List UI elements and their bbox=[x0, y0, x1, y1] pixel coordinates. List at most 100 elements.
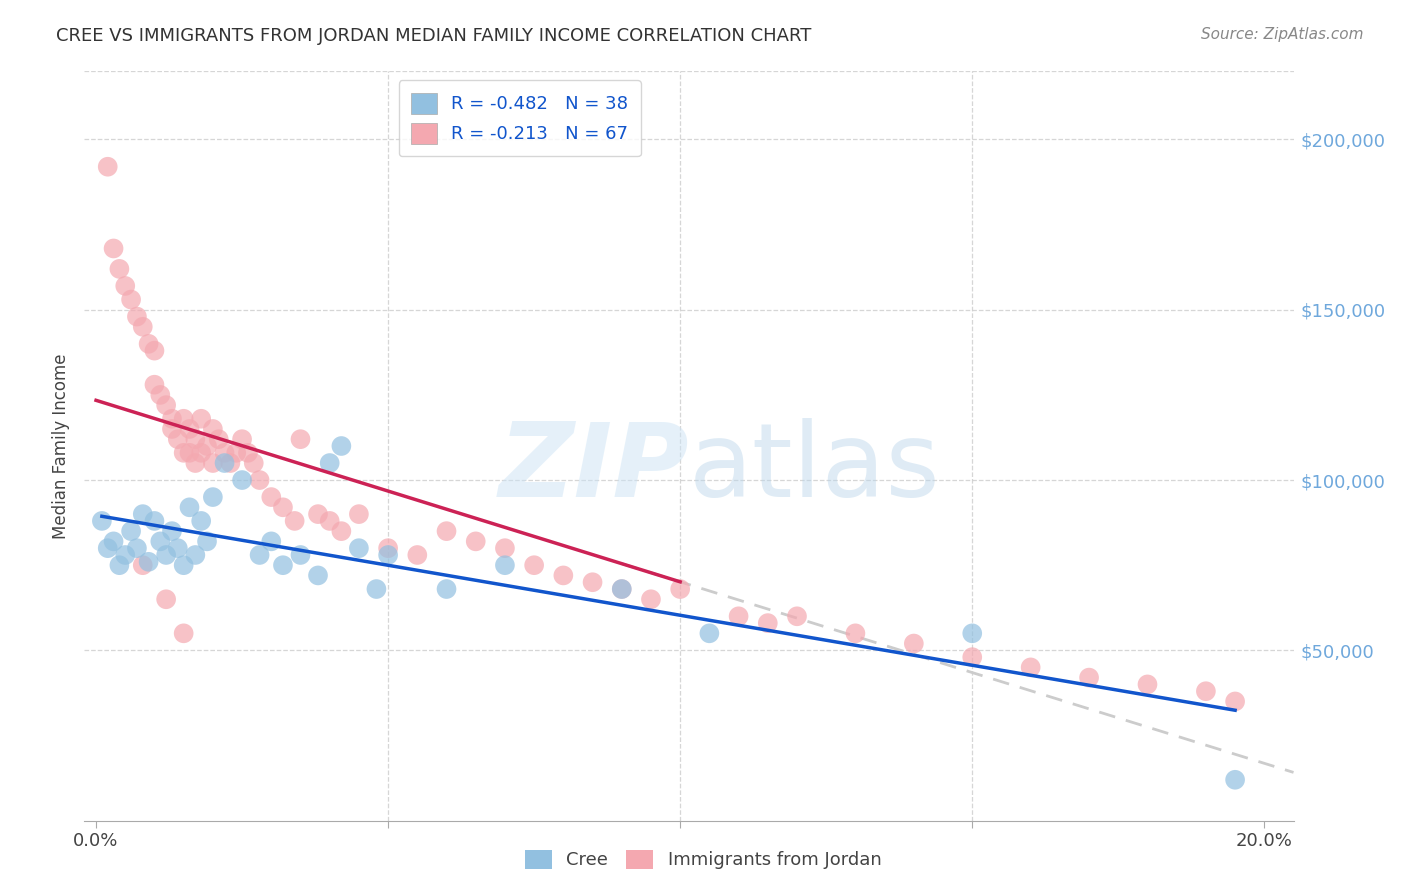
Legend: Cree, Immigrants from Jordan: Cree, Immigrants from Jordan bbox=[516, 840, 890, 879]
Point bbox=[190, 446, 212, 460]
Point bbox=[108, 558, 131, 573]
Point bbox=[330, 439, 353, 453]
Point bbox=[214, 446, 236, 460]
Text: CREE VS IMMIGRANTS FROM JORDAN MEDIAN FAMILY INCOME CORRELATION CHART: CREE VS IMMIGRANTS FROM JORDAN MEDIAN FA… bbox=[56, 27, 811, 45]
Point bbox=[290, 548, 312, 562]
Point bbox=[120, 293, 142, 307]
Point bbox=[249, 473, 271, 487]
Point bbox=[347, 541, 370, 556]
Point bbox=[1195, 684, 1218, 698]
Point bbox=[149, 388, 172, 402]
Point bbox=[1136, 677, 1159, 691]
Point bbox=[166, 541, 188, 556]
Point bbox=[377, 541, 399, 556]
Point bbox=[201, 490, 224, 504]
Point bbox=[179, 500, 201, 515]
Point bbox=[160, 411, 183, 425]
Point bbox=[132, 507, 155, 521]
Point bbox=[1223, 694, 1246, 708]
Point bbox=[1019, 660, 1042, 674]
Point bbox=[208, 432, 231, 446]
Point bbox=[366, 582, 388, 596]
Point bbox=[143, 514, 166, 528]
Point bbox=[173, 626, 195, 640]
Point bbox=[271, 558, 294, 573]
Point bbox=[90, 514, 112, 528]
Point bbox=[173, 446, 195, 460]
Point bbox=[464, 534, 486, 549]
Point bbox=[114, 548, 136, 562]
Point bbox=[97, 160, 120, 174]
Point bbox=[138, 555, 160, 569]
Point bbox=[903, 636, 925, 650]
Point bbox=[179, 422, 201, 436]
Point bbox=[225, 446, 247, 460]
Point bbox=[669, 582, 692, 596]
Point bbox=[260, 490, 283, 504]
Point bbox=[406, 548, 429, 562]
Point bbox=[330, 524, 353, 538]
Point bbox=[219, 456, 242, 470]
Point bbox=[523, 558, 546, 573]
Point bbox=[143, 377, 166, 392]
Point bbox=[377, 548, 399, 562]
Point bbox=[184, 456, 207, 470]
Point bbox=[231, 473, 253, 487]
Point bbox=[132, 558, 155, 573]
Point bbox=[132, 319, 155, 334]
Point bbox=[166, 432, 188, 446]
Point bbox=[318, 514, 340, 528]
Point bbox=[201, 422, 224, 436]
Text: atlas: atlas bbox=[689, 418, 941, 519]
Point bbox=[231, 432, 253, 446]
Point bbox=[103, 242, 125, 256]
Point bbox=[307, 507, 329, 521]
Point bbox=[173, 411, 195, 425]
Point bbox=[120, 524, 142, 538]
Point bbox=[195, 439, 218, 453]
Point bbox=[260, 534, 283, 549]
Point bbox=[138, 336, 160, 351]
Point bbox=[190, 411, 212, 425]
Point bbox=[214, 456, 236, 470]
Point bbox=[494, 558, 516, 573]
Point bbox=[699, 626, 721, 640]
Point bbox=[610, 582, 633, 596]
Text: Source: ZipAtlas.com: Source: ZipAtlas.com bbox=[1201, 27, 1364, 42]
Point bbox=[143, 343, 166, 358]
Point bbox=[1078, 671, 1101, 685]
Point bbox=[155, 398, 177, 412]
Point bbox=[155, 592, 177, 607]
Point bbox=[179, 446, 201, 460]
Point bbox=[242, 456, 264, 470]
Point bbox=[307, 568, 329, 582]
Point bbox=[727, 609, 749, 624]
Point bbox=[103, 534, 125, 549]
Point bbox=[108, 261, 131, 276]
Point bbox=[97, 541, 120, 556]
Point bbox=[249, 548, 271, 562]
Point bbox=[155, 548, 177, 562]
Point bbox=[184, 548, 207, 562]
Point bbox=[190, 514, 212, 528]
Point bbox=[201, 456, 224, 470]
Y-axis label: Median Family Income: Median Family Income bbox=[52, 353, 70, 539]
Point bbox=[290, 432, 312, 446]
Point bbox=[160, 422, 183, 436]
Point bbox=[960, 650, 983, 665]
Legend: R = -0.482   N = 38, R = -0.213   N = 67: R = -0.482 N = 38, R = -0.213 N = 67 bbox=[399, 80, 641, 156]
Point bbox=[318, 456, 340, 470]
Point bbox=[436, 582, 458, 596]
Point bbox=[236, 446, 259, 460]
Point bbox=[271, 500, 294, 515]
Point bbox=[844, 626, 866, 640]
Point bbox=[125, 310, 148, 324]
Point bbox=[1223, 772, 1246, 787]
Point bbox=[581, 575, 603, 590]
Point bbox=[114, 279, 136, 293]
Point bbox=[184, 432, 207, 446]
Point bbox=[195, 534, 218, 549]
Point bbox=[640, 592, 662, 607]
Point bbox=[284, 514, 307, 528]
Point bbox=[160, 524, 183, 538]
